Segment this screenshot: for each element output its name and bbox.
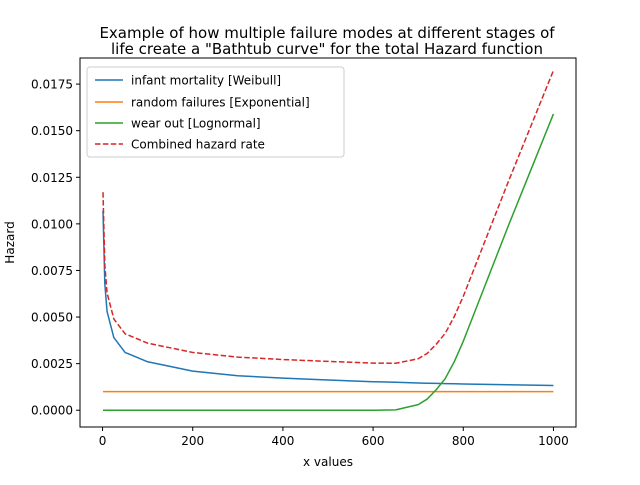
legend-label-combined: Combined hazard rate [131,138,265,152]
chart-title-line-2: life create a "Bathtub curve" for the to… [111,40,543,58]
x-tick-label: 200 [181,434,204,448]
legend-label-infant-mortality: infant mortality [Weibull] [131,74,281,88]
legend-box [86,66,345,158]
legend-label-wear-out: wear out [Lognormal] [131,117,261,131]
y-tick-label: 0.0075 [31,264,73,278]
y-tick-label: 0.0025 [31,357,73,371]
axes-frame [79,57,577,428]
plot-area [102,70,555,411]
legend-label-random-failures: random failures [Exponential] [131,96,310,110]
chart-title-line-1: Example of how multiple failure modes at… [99,24,555,42]
y-tick-label: 0.0000 [31,404,73,418]
legend: infant mortality [Weibull] random failur… [86,66,345,158]
series-line-infant-mortality-weibull [102,210,554,387]
y-tick-label: 0.0150 [31,124,73,138]
x-tick-label: 800 [452,434,475,448]
axis-ticks: 0 200 400 600 800 1000 0.0000 0.0025 0.0050 0.007… [31,78,569,448]
y-tick-label: 0.0125 [31,171,73,185]
y-axis-label: Hazard [3,221,17,263]
x-axis-label: x values [303,455,353,469]
y-tick-label: 0.0175 [31,78,73,92]
y-tick-label: 0.0100 [31,217,73,231]
series-line-wear-out-lognormal [103,113,555,411]
series-line-combined-hazard-rate [102,70,555,365]
x-tick-label: 1000 [538,434,569,448]
x-tick-label: 600 [362,434,385,448]
x-tick-label: 0 [99,434,107,448]
y-tick-label: 0.0050 [31,311,73,325]
x-tick-label: 400 [271,434,294,448]
